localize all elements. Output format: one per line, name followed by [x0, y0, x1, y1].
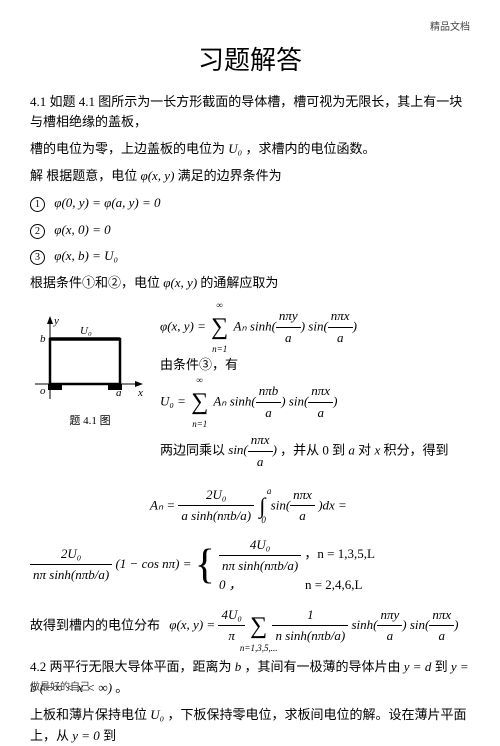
sum-icon: ∑∞n=1: [191, 383, 208, 421]
text: 上板和薄片保持电位: [30, 707, 147, 722]
an-integral: Aₙ = 2U₀a sinh(nπb/a) ∫a0 sin(nπxa )dx =: [150, 485, 470, 528]
sum-icon: ∑n=1,3,5,...: [250, 607, 267, 645]
sinh: sinh(: [250, 318, 276, 333]
text: ，求槽内的电位函数。: [245, 141, 375, 156]
integral-icon: ∫a0: [259, 488, 265, 523]
text: 根据条件①和②，电位: [30, 275, 160, 290]
a-label: a: [116, 387, 122, 399]
condition-2: 2 φ(x, 0) = 0: [30, 220, 470, 241]
dx: )dx =: [318, 497, 347, 512]
u0-label: U₀: [80, 325, 92, 337]
b-label: b: [40, 333, 46, 345]
text: 4.1 如题 4.1 图所示为一长方形截面的导体槽，槽可视为无限长，其上有一块与…: [30, 94, 462, 130]
problem-4-2-a: 4.2 两平行无限大导体平面，距离为 b ，其间有一极薄的导体片由 y = d …: [30, 657, 470, 699]
phi-symbol: φ(x, y): [141, 168, 175, 183]
u0-symbol: U₀: [228, 141, 242, 156]
brace-icon: {: [195, 545, 215, 585]
eq: φ(x, 0) = 0: [54, 222, 110, 237]
text: 。: [115, 680, 128, 695]
y-axis-label: y: [53, 315, 59, 327]
text: 积分，得到: [383, 442, 448, 457]
left-term: 2U₀nπ sinh(nπb/a) (1 − cos nπ) =: [30, 556, 195, 571]
by-condition-3: 由条件③，有: [150, 355, 470, 376]
after-conditions: 根据条件①和②，电位 φ(x, y) 的通解应取为: [30, 273, 470, 294]
case-odd: 4U₀nπ sinh(nπb/a) ，n = 1,3,5,L: [219, 535, 375, 575]
series-solution: φ(x, y) = ∑∞n=1 Aₙ sinh(nπya) sin(nπxa): [150, 306, 470, 349]
marker-3: 3: [30, 250, 45, 265]
text: 槽的电位为零，上边盖板的电位为: [30, 141, 225, 156]
page-title: 习题解答: [30, 40, 470, 82]
problem-4-2-b: 上板和薄片保持电位 U₀ ，下板保持零电位，求板间电位的解。设在薄片平面上，从 …: [30, 705, 470, 746]
text: 4.2 两平行无限大导体平面，距离为: [30, 659, 232, 674]
lhs: U₀ =: [160, 394, 189, 409]
problem-4-1-intro-2: 槽的电位为零，上边盖板的电位为 U₀ ，求槽内的电位函数。: [30, 139, 470, 160]
text: 满足的边界条件为: [178, 168, 282, 183]
header-brand: 精品文档: [30, 20, 470, 36]
u0: U₀: [150, 707, 164, 722]
sin: sin(: [308, 318, 328, 333]
marker-2: 2: [30, 224, 45, 239]
marker-1: 1: [30, 197, 45, 212]
sin-term: sin(nπxa): [228, 442, 277, 457]
rectangle-trough-diagram: U₀ b o a x y: [30, 314, 150, 404]
multiply-both-sides: 两边同乘以 sin(nπxa) ，并从 0 到 a 对 x 积分，得到: [150, 430, 470, 473]
var-x: x: [374, 442, 380, 457]
var-b: b: [235, 659, 242, 674]
text: 解 根据题意，电位: [30, 168, 137, 183]
sin: sin(: [289, 394, 309, 409]
text: 对: [358, 442, 371, 457]
var-a: a: [348, 442, 355, 457]
lhs: Aₙ =: [150, 497, 178, 512]
text: 到: [103, 728, 116, 743]
phi-symbol: φ(x, y): [163, 275, 197, 290]
cases-block: { 4U₀nπ sinh(nπb/a) ，n = 1,3,5,L 0 ， n =…: [195, 535, 375, 595]
text: ，其间有一极薄的导体片由: [245, 659, 401, 674]
figure-caption: 题 4.1 图: [30, 413, 150, 431]
x-axis-label: x: [137, 387, 143, 399]
eq: φ(0, y) = φ(a, y) = 0: [54, 195, 160, 210]
footer-text: 做最好的自己: [30, 680, 90, 696]
condition-1: 1 φ(0, y) = φ(a, y) = 0: [30, 193, 470, 214]
final-distribution-row: 故得到槽内的电位分布 φ(x, y) = 4U₀π ∑n=1,3,5,... 1…: [30, 605, 470, 648]
yd: y = d: [404, 659, 432, 674]
text: 两边同乘以: [160, 442, 225, 457]
y0: y = 0: [72, 728, 100, 743]
problem-4-1-intro: 4.1 如题 4.1 图所示为一长方形截面的导体槽，槽可视为无限长，其上有一块与…: [30, 92, 470, 134]
eq: φ(x, b) = U₀: [54, 248, 118, 263]
case-even: 0 ， n = 2,4,6,L: [219, 575, 375, 595]
text: 到: [435, 659, 448, 674]
text: 的通解应取为: [200, 275, 278, 290]
sum-icon: ∑∞n=1: [211, 308, 228, 346]
solution-start: 解 根据题意，电位 φ(x, y) 满足的边界条件为: [30, 166, 470, 187]
text: ，并从 0 到: [280, 442, 345, 457]
sinh: sinh(: [230, 394, 256, 409]
an-result-row: 2U₀nπ sinh(nπb/a) (1 − cos nπ) = { 4U₀nπ…: [30, 535, 470, 595]
figure-4-1: U₀ b o a x y 题 4.1 图: [30, 314, 150, 430]
lhs: φ(x, y) =: [160, 318, 209, 333]
condition-3: 3 φ(x, b) = U₀: [30, 246, 470, 267]
text: 由条件③，有: [160, 357, 238, 372]
sin: sin(: [271, 497, 291, 512]
o-label: o: [40, 385, 46, 397]
u0-series: U₀ = ∑∞n=1 Aₙ sinh(nπba) sin(nπxa): [150, 381, 470, 424]
coef: Aₙ: [213, 394, 226, 409]
final-eq: φ(x, y) = 4U₀π ∑n=1,3,5,... 1n sinh(nπb/…: [169, 617, 458, 632]
coef: Aₙ: [234, 318, 247, 333]
prefix-text: 故得到槽内的电位分布: [30, 617, 160, 632]
